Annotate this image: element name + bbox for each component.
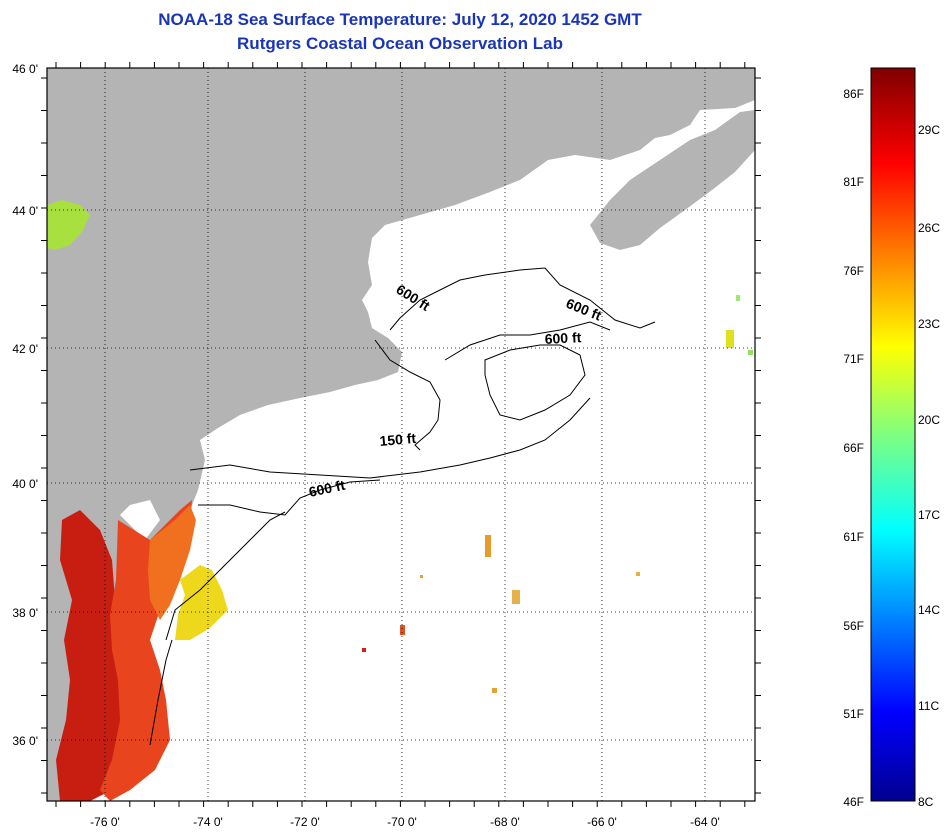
cb-c-17: 17C bbox=[918, 508, 940, 522]
cb-c-20: 20C bbox=[918, 413, 940, 427]
sst-nj-warm bbox=[148, 505, 196, 620]
lon-label-72: -72 0' bbox=[290, 815, 320, 829]
contour-label-shelf: 600 ft bbox=[307, 477, 346, 500]
cb-f-86: 86F bbox=[843, 87, 864, 101]
lat-label-46: 46 0' bbox=[12, 62, 38, 76]
cb-c-11: 11C bbox=[918, 699, 939, 713]
lon-label-64: -64 0' bbox=[690, 815, 720, 829]
map-frame bbox=[46, 67, 756, 802]
lat-label-40: 40 0' bbox=[12, 477, 38, 491]
lon-label-68: -68 0' bbox=[490, 815, 520, 829]
cb-f-76: 76F bbox=[843, 264, 864, 278]
axis-ticks bbox=[41, 62, 761, 807]
cb-f-46: 46F bbox=[843, 795, 864, 809]
lon-label-74: -74 0' bbox=[193, 815, 223, 829]
cb-c-8: 8C bbox=[918, 795, 934, 809]
sst-scatter bbox=[362, 295, 753, 693]
lat-label-44: 44 0' bbox=[12, 204, 38, 218]
cb-f-56: 56F bbox=[843, 619, 864, 633]
cb-f-81: 81F bbox=[843, 175, 864, 189]
bay-water-2 bbox=[120, 500, 160, 540]
cb-f-66: 66F bbox=[843, 441, 864, 455]
land-mainland bbox=[47, 68, 755, 801]
cb-c-29: 29C bbox=[918, 123, 940, 137]
lon-label-70: -70 0' bbox=[387, 815, 417, 829]
cb-c-23: 23C bbox=[918, 317, 940, 331]
map-subtitle: Rutgers Coastal Ocean Observation Lab bbox=[237, 34, 563, 53]
lon-label-66: -66 0' bbox=[587, 815, 617, 829]
sst-yellow-plume bbox=[175, 565, 228, 640]
sst-lake-ontario bbox=[47, 200, 90, 250]
cb-c-14: 14C bbox=[918, 603, 940, 617]
cb-f-61: 61F bbox=[843, 530, 864, 544]
lon-label-76: -76 0' bbox=[90, 815, 120, 829]
lat-label-38: 38 0' bbox=[12, 606, 38, 620]
cb-c-26: 26C bbox=[918, 221, 940, 235]
colorbar bbox=[870, 67, 916, 802]
cb-f-71: 71F bbox=[843, 352, 864, 366]
map-title: NOAA-18 Sea Surface Temperature: July 12… bbox=[158, 10, 642, 29]
land-nova-scotia bbox=[590, 110, 755, 250]
contour-label-nantucket: 150 ft bbox=[379, 430, 417, 449]
bathymetry-contours bbox=[149, 267, 656, 746]
lat-label-36: 36 0' bbox=[12, 734, 38, 748]
cb-f-51: 51F bbox=[843, 707, 864, 721]
contour-label-georges: 600 ft bbox=[544, 329, 582, 347]
lat-label-42: 42 0' bbox=[12, 342, 38, 356]
sst-chesapeake bbox=[56, 510, 128, 801]
